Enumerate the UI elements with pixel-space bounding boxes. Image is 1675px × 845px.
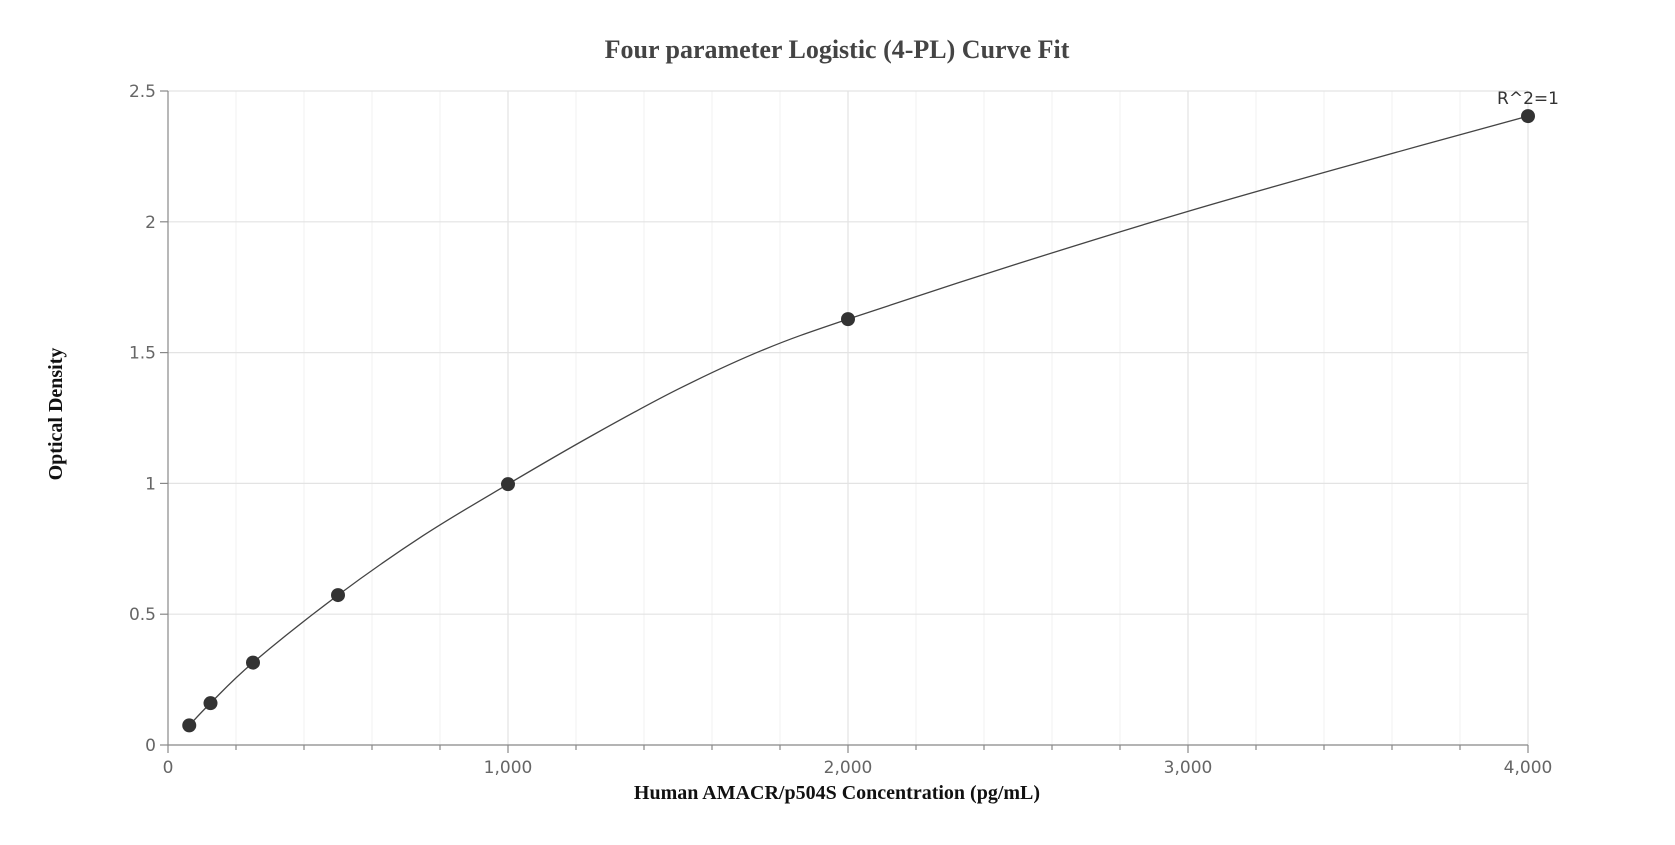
x-tick-label: 2,000 [824,758,873,778]
grid-layer [168,90,1529,745]
x-tick-label: 4,000 [1504,758,1553,778]
y-tick-label: 0.5 [129,605,156,625]
data-point [182,718,197,733]
r-squared-annotation: R^2=1 [1497,89,1559,109]
x-tick-label: 3,000 [1164,758,1213,778]
x-tick-label: 0 [163,758,174,778]
fit-curve-line [188,115,1529,726]
data-points-layer [182,109,1535,733]
x-axis-title: Human AMACR/p504S Concentration (pg/mL) [634,782,1040,804]
axes-layer [160,90,1529,753]
fit-curve-layer [188,115,1529,726]
x-tick-label: 1,000 [484,758,533,778]
labels-layer: 0 1,000 2,000 3,000 4,000 0 0.5 1 1.5 2 2.5 R^2=1 [129,82,1559,778]
y-tick-label: 0 [145,736,156,756]
data-point [501,477,515,492]
y-tick-label: 1 [145,474,156,494]
y-tick-label: 2.5 [129,82,156,102]
data-point [841,312,855,327]
chart-title: Four parameter Logistic (4-PL) Curve Fit [605,35,1070,64]
data-point [331,588,345,603]
data-point [1521,109,1535,124]
y-tick-label: 1.5 [129,344,156,364]
data-point [246,655,260,670]
y-axis-title: Optical Density [45,348,67,481]
data-point [203,696,218,711]
y-tick-label: 2 [145,213,156,233]
